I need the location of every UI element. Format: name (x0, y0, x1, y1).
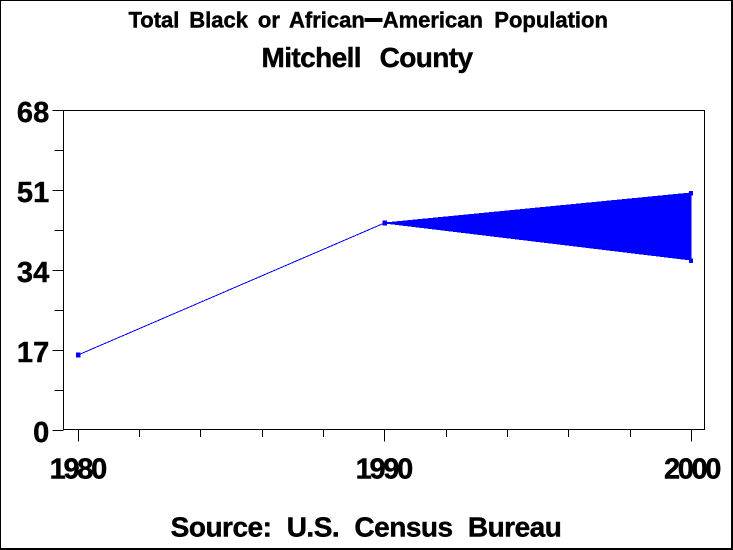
svg-text:1990: 1990 (356, 453, 412, 485)
svg-text:American Population: American Population (383, 8, 608, 33)
svg-text:68: 68 (17, 97, 50, 129)
svg-text:Mitchell County: Mitchell County (262, 42, 474, 73)
svg-text:1980: 1980 (50, 453, 106, 485)
svg-text:17: 17 (17, 337, 50, 369)
svg-text:Total Black or African: Total Black or African (128, 8, 364, 33)
svg-text:0: 0 (33, 417, 49, 449)
svg-text:2000: 2000 (664, 453, 720, 485)
svg-text:Source: U.S. Census Bureau: Source: U.S. Census Bureau (171, 511, 562, 542)
svg-text:34: 34 (17, 257, 50, 289)
svg-text:51: 51 (17, 177, 50, 209)
